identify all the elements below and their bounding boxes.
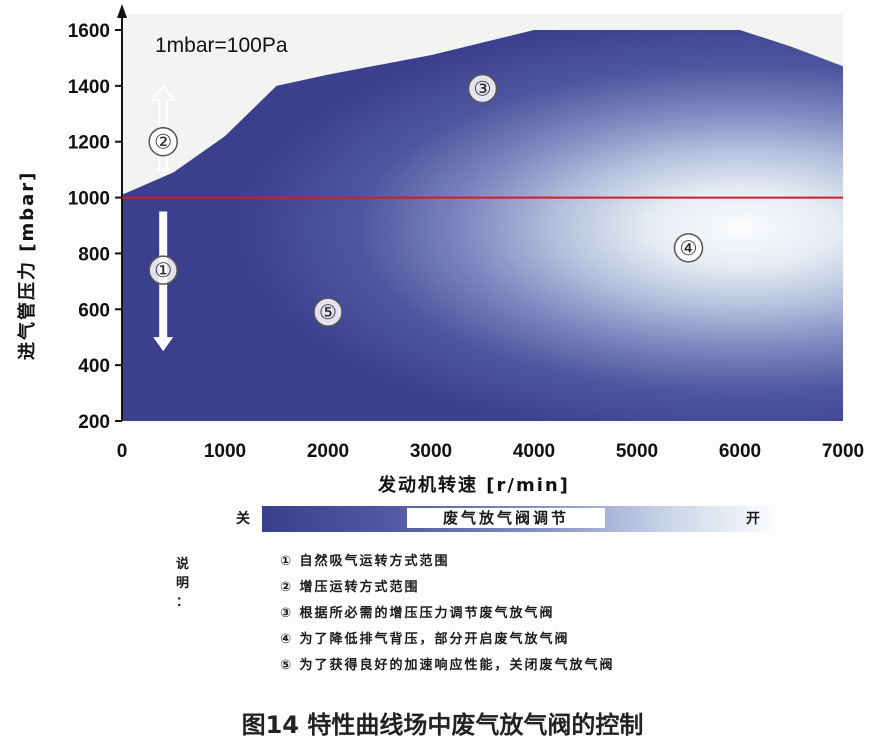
x-tick-label: 2000 [307,441,349,462]
x-tick-label: 6000 [719,441,761,462]
region-marker-label: ⑤ [319,300,337,324]
region-marker-label: ③ [474,77,492,101]
region-marker-label: ② [154,130,172,154]
region-marker-circle [673,233,704,263]
wastegate-field-area [122,30,843,421]
x-tick-label: 1000 [204,441,246,462]
chart-area: 200 400 600 800 1000 1200 1400 1600 0 1000 2000 30… [16,4,864,496]
y-tick-label: 600 [78,300,110,321]
y-tick-label: 1400 [68,77,110,98]
x-tick-label: 7000 [822,441,864,462]
y-tick-label: 1200 [68,133,110,154]
legend-open-label: 开 [746,511,760,527]
unit-annotation: 1mbar=100Pa [155,34,288,57]
legend-closed-label: 关 [236,511,250,527]
note-item: ② 增压运转方式范围 [280,580,420,595]
region-marker-circle [313,297,343,327]
arrow-up [150,84,177,171]
region-marker-circle [148,126,178,157]
x-tick-label: 5000 [616,441,658,462]
y-axis-label: 进气管压力 [mbar] [16,171,38,360]
legend-center-label: 废气放气阀调节 [407,508,605,528]
x-tick-label: 4000 [513,441,555,462]
x-tick-label: 0 [117,441,128,462]
note-item: ⑤ 为了获得良好的加速响应性能，关闭废气放气阀 [280,658,615,673]
y-tick-label: 200 [78,412,110,433]
y-tick-label: 1000 [68,189,110,210]
notes-title: 说 明 ： [176,557,200,610]
y-tick-label: 1600 [68,21,110,42]
region-marker-circle [148,255,178,285]
y-tick-label: 400 [78,356,110,377]
x-tick-label: 3000 [410,441,452,462]
figure-caption: 图14 特性曲线场中废气放气阀的控制 [241,711,644,739]
y-axis-arrowhead [117,4,127,18]
region-marker-label: ① [154,258,172,282]
x-axis-label: 发动机转速 [r/min] [377,474,570,496]
region-marker-circle [467,73,498,104]
note-item: ③ 根据所必需的增压压力调节废气放气阀 [280,606,555,621]
note-item: ④ 为了降低排气背压，部分开启废气放气阀 [280,632,570,647]
region-marker-label: ④ [680,236,698,260]
note-item: ① 自然吸气运转方式范围 [280,554,450,569]
y-tick-label: 800 [78,244,110,265]
notes-list: ① 自然吸气运转方式范围 ② 增压运转方式范围 ③ 根据所必需的增压压力调节废气… [280,553,800,683]
